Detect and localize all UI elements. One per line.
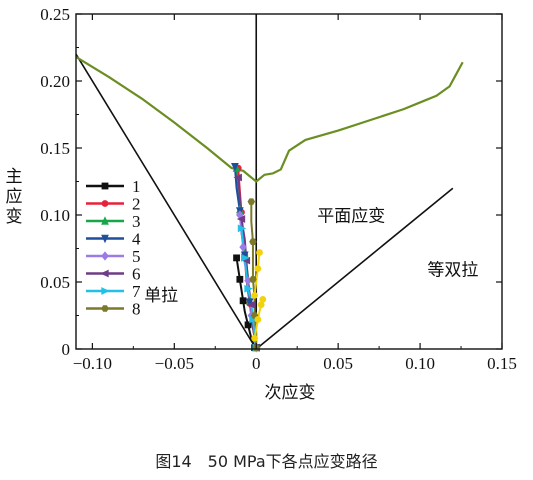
series-point [251,334,258,342]
series-point [251,292,258,299]
series-point [245,298,254,307]
series-point [259,296,267,303]
series-line-extra-9 [253,252,261,296]
strain-path-chart: −0.10 −0.05 0 0.05 0.10 0.15 0 0.05 0.10 0.15 0.20… [6,5,517,403]
series-point [233,254,240,262]
legend-marker [101,234,109,244]
x-tick-label: −0.05 [155,354,194,373]
series-point [244,284,253,293]
series-point [231,163,239,172]
legend-label: 1 [132,177,141,196]
legend-marker [101,182,109,190]
x-tick-label: 0.05 [323,354,353,373]
series-point [241,254,250,262]
legend-label: 6 [132,265,141,284]
series-point [237,224,247,233]
series-point [233,173,242,182]
legend-label: 4 [132,230,141,249]
region-label: 等双拉 [427,260,478,280]
legend-marker [100,269,109,278]
y-tick-label: 0.25 [40,5,70,24]
legend-marker [101,216,109,225]
x-tick-label: 0.10 [405,354,435,373]
series-point [256,249,263,256]
y-tick-label: 0.20 [40,72,70,91]
x-tick-label: −0.10 [73,354,112,373]
y-tick-label: 0.10 [40,206,70,225]
x-tick-label: 0.15 [487,354,517,373]
series-point [246,300,256,309]
region-label: 单拉 [144,286,178,306]
figure-caption: 图14 50 MPa下各点应变路径 [155,452,378,471]
legend-label: 7 [132,282,141,301]
legend-label: 8 [132,300,141,319]
legend-marker [101,251,109,261]
series-point [254,316,262,323]
region-label: 平面应变 [317,207,385,227]
legend-label: 2 [132,195,141,214]
forming-limit-curve [75,55,464,183]
series-point [254,265,262,272]
reference-line-uniaxial-tension [75,53,257,350]
series-point [244,321,252,329]
series-point [249,238,257,246]
legend-label: 3 [132,212,141,231]
legend-marker [101,200,109,207]
series-point [236,275,244,283]
y-tick-label: 0.15 [40,139,70,158]
y-axis-label: 主应变 [6,167,23,227]
y-tick-label: 0 [62,340,71,359]
y-tick-label: 0.05 [40,273,70,292]
legend-marker [101,287,110,295]
series-point [247,198,256,205]
series-point [249,276,257,283]
legend-label: 5 [132,247,141,266]
series-point [257,301,265,309]
x-tick-label: 0 [252,354,261,373]
reference-line-equibiaxial-tension [255,187,454,350]
legend-marker [101,305,109,312]
ticks-layer: −0.10 −0.05 0 0.05 0.10 0.15 0 0.05 0.10 0.15 0.20… [6,5,517,373]
x-axis-label: 次应变 [265,383,316,403]
series-point [239,297,247,305]
series-point [239,242,247,252]
series-point [236,215,246,223]
marks-layer [231,163,267,353]
